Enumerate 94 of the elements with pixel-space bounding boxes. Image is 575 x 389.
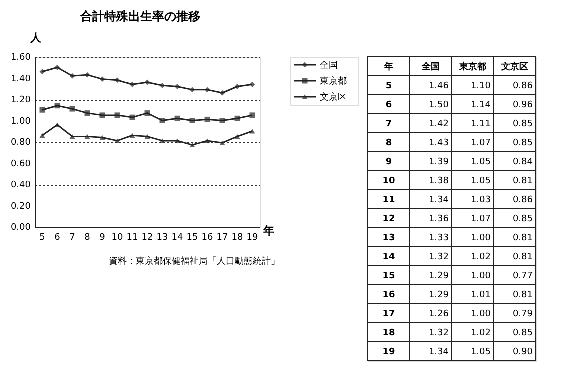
category-label: 17 [382,310,396,320]
text: 0.90 [512,348,533,358]
text: 1.10 [470,82,491,92]
y-tick-label: 0.40 [10,180,32,190]
text: 1.02 [470,328,491,338]
text: 1.29 [428,272,449,282]
x-tick-label: 19 [246,233,258,243]
x-tick-label: 18 [232,233,244,243]
text: 1.07 [470,138,491,148]
text: 1.50 [428,100,449,110]
category-label: 12 [382,214,396,224]
text: 1.00 [470,310,491,320]
y-tick-label: 1.00 [10,116,32,127]
category-label: 7 [386,120,392,130]
text: 1.43 [428,138,449,148]
legend-label: 東京都 [320,76,347,87]
text: 1.32 [428,328,449,338]
text: 1.03 [470,196,491,206]
x-tick-label: 6 [54,233,61,243]
x-tick-label: 7 [70,233,76,243]
x-axis-title: 年 [262,224,274,238]
y-tick-label: 0.00 [10,223,32,233]
text: 1.39 [428,158,449,168]
text: 1.42 [428,120,449,130]
text: 0.85 [512,214,533,224]
y-tick-label: 0.20 [10,202,32,212]
text: 0.81 [512,290,533,300]
category-label: 6 [386,100,392,110]
x-tick-label: 13 [156,233,168,243]
category-label: 11 [382,196,396,206]
text: 0.85 [512,120,533,130]
text: 0.86 [512,82,533,92]
x-tick-label: 10 [112,233,124,243]
legend-label: 文京区 [320,92,347,103]
text: 0.96 [512,100,533,110]
category-label: 10 [382,176,396,186]
text: 0.79 [512,310,533,320]
text: 1.07 [470,214,491,224]
x-tick-label: 9 [100,233,106,243]
legend-label: 全国 [320,60,338,71]
x-tick-label: 8 [84,233,91,243]
text: 1.34 [428,196,449,206]
text: 1.32 [428,252,449,262]
y-tick-label: 0.80 [10,138,32,148]
category-label: 8 [386,138,392,148]
text: 全国 [422,62,440,72]
text: 0.81 [512,252,533,262]
category-label: 16 [382,290,396,300]
x-tick-label: 15 [186,233,198,243]
x-tick-label: 14 [172,233,184,243]
text: 資料：東京都保健福祉局「人口動態統計」 [109,256,280,267]
y-tick-label: 1.20 [10,96,32,106]
text: 1.11 [470,120,491,130]
text: 1.34 [428,348,449,358]
text: 1.05 [470,158,491,168]
text: 0.85 [512,138,533,148]
x-tick-label: 11 [126,233,138,243]
category-label: 14 [382,252,396,262]
category-label: 5 [386,82,392,92]
x-tick-label: 12 [142,233,154,243]
category-label: 18 [382,328,396,338]
x-tick-label: 5 [40,233,46,243]
x-tick-label: 16 [202,233,214,243]
text: 東京都 [460,62,486,72]
text: 1.33 [428,234,449,244]
text: 0.86 [512,196,533,206]
text: 1.00 [470,272,491,282]
text: 1.38 [428,176,449,186]
chart-title: 合計特殊出生率の推移 [79,10,200,24]
text: 0.77 [512,272,533,282]
text: 年 [384,62,394,72]
text: 1.29 [428,290,449,300]
text: 0.84 [512,158,533,168]
y-tick-label: 0.60 [10,159,32,170]
text: 1.26 [428,310,449,320]
text: 1.05 [470,348,491,358]
category-label: 15 [382,272,396,282]
text: 1.05 [470,176,491,186]
text: 1.46 [428,82,449,92]
category-label: 19 [382,348,396,358]
text: 1.02 [470,252,491,262]
text: 1.01 [470,290,491,300]
text: 1.36 [428,214,449,224]
text: 1.14 [470,100,491,110]
text: 文京区 [502,62,528,72]
text: 1.00 [470,234,491,244]
text: 0.85 [512,328,533,338]
category-label: 9 [386,158,392,168]
y-axis-title: 人 [30,32,42,44]
x-tick-label: 17 [216,233,228,243]
y-tick-label: 1.60 [10,53,32,63]
text: 0.81 [512,234,533,244]
text: 0.81 [512,176,533,186]
y-tick-label: 1.40 [10,74,32,84]
